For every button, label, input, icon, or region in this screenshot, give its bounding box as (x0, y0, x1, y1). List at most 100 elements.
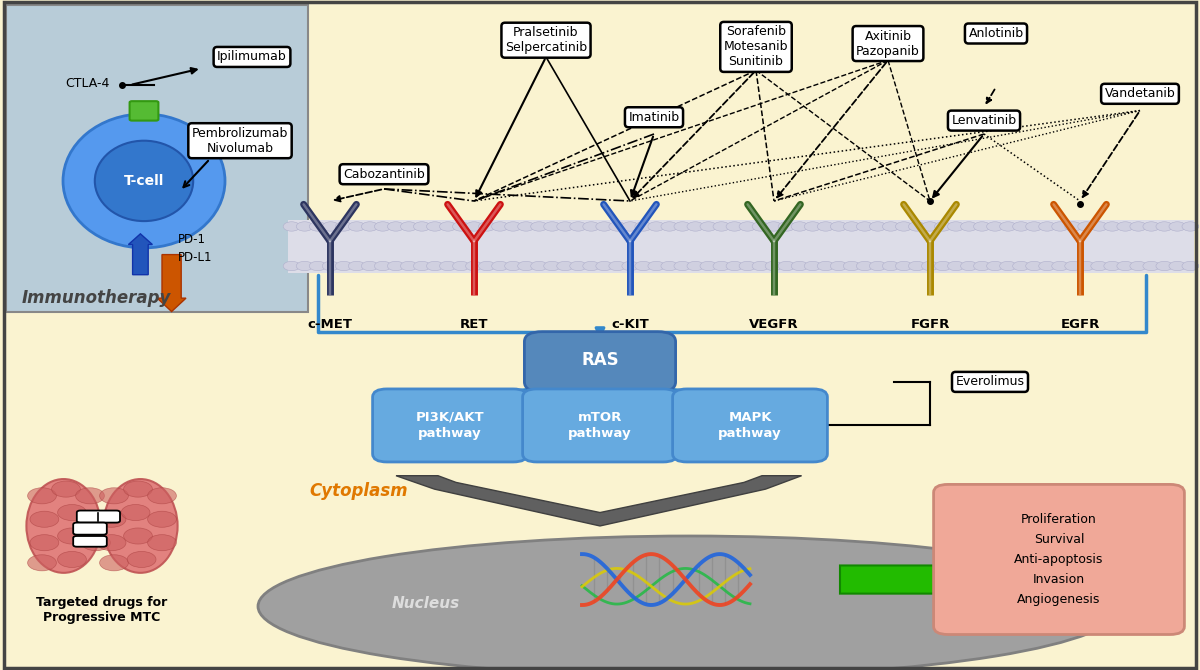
Text: VEGFR: VEGFR (749, 318, 799, 331)
Circle shape (791, 261, 808, 271)
Circle shape (124, 481, 152, 497)
Circle shape (1142, 222, 1159, 231)
Circle shape (648, 261, 665, 271)
Circle shape (361, 261, 378, 271)
Circle shape (283, 261, 300, 271)
Circle shape (335, 222, 352, 231)
Circle shape (752, 261, 769, 271)
Circle shape (739, 222, 756, 231)
Circle shape (1156, 222, 1172, 231)
Circle shape (97, 511, 126, 527)
Circle shape (1078, 222, 1094, 231)
Circle shape (28, 555, 56, 571)
Circle shape (948, 222, 965, 231)
Circle shape (127, 551, 156, 567)
Circle shape (348, 222, 365, 231)
Circle shape (869, 222, 886, 231)
Circle shape (401, 222, 418, 231)
Circle shape (348, 261, 365, 271)
Text: Sorafenib
Motesanib
Sunitinib: Sorafenib Motesanib Sunitinib (724, 25, 788, 68)
Circle shape (1051, 261, 1068, 271)
Text: Anlotinib: Anlotinib (968, 27, 1024, 40)
Circle shape (674, 261, 691, 271)
Circle shape (283, 222, 300, 231)
FancyBboxPatch shape (673, 389, 828, 462)
Text: RET: RET (460, 318, 488, 331)
Circle shape (986, 261, 1003, 271)
Circle shape (557, 222, 574, 231)
Circle shape (82, 535, 110, 551)
Circle shape (58, 505, 86, 521)
Text: Proliferation
Survival
Anti-apoptosis
Invasion
Angiogenesis: Proliferation Survival Anti-apoptosis In… (1014, 513, 1104, 606)
FancyBboxPatch shape (77, 511, 120, 523)
Circle shape (713, 261, 730, 271)
Text: Vandetanib: Vandetanib (1105, 87, 1175, 100)
Circle shape (82, 511, 110, 527)
Circle shape (895, 222, 912, 231)
Circle shape (935, 261, 952, 271)
Circle shape (844, 222, 860, 231)
Circle shape (661, 222, 678, 231)
Circle shape (296, 222, 313, 231)
Text: Everolimus: Everolimus (955, 375, 1025, 389)
Circle shape (726, 222, 743, 231)
Circle shape (960, 222, 977, 231)
Circle shape (739, 261, 756, 271)
Circle shape (148, 535, 176, 551)
Circle shape (388, 261, 404, 271)
FancyArrow shape (128, 234, 152, 275)
Circle shape (583, 222, 600, 231)
Circle shape (922, 222, 938, 231)
Polygon shape (396, 476, 802, 526)
Circle shape (1000, 261, 1016, 271)
Circle shape (58, 551, 86, 567)
Circle shape (766, 261, 782, 271)
Circle shape (844, 261, 860, 271)
Circle shape (596, 222, 613, 231)
Circle shape (1156, 261, 1172, 271)
Text: Immunotherapy: Immunotherapy (22, 289, 170, 307)
Circle shape (922, 261, 938, 271)
Circle shape (1117, 261, 1134, 271)
Circle shape (1064, 261, 1081, 271)
Ellipse shape (95, 141, 193, 221)
Circle shape (700, 222, 716, 231)
Circle shape (778, 222, 794, 231)
Circle shape (58, 528, 86, 544)
Circle shape (804, 222, 821, 231)
Text: Nucleus: Nucleus (392, 596, 460, 610)
FancyBboxPatch shape (934, 484, 1184, 634)
Circle shape (323, 261, 340, 271)
Circle shape (817, 222, 834, 231)
Circle shape (1091, 261, 1108, 271)
Circle shape (1182, 222, 1199, 231)
Circle shape (688, 261, 704, 271)
FancyBboxPatch shape (524, 332, 676, 392)
Circle shape (100, 488, 128, 504)
Circle shape (505, 261, 522, 271)
Circle shape (635, 261, 652, 271)
Circle shape (414, 261, 431, 271)
Circle shape (492, 261, 509, 271)
Circle shape (439, 261, 456, 271)
Circle shape (530, 261, 547, 271)
Text: Cabozantinib: Cabozantinib (343, 168, 425, 181)
Circle shape (1169, 261, 1186, 271)
Circle shape (1142, 261, 1159, 271)
Circle shape (608, 261, 625, 271)
Circle shape (479, 261, 496, 271)
Circle shape (388, 222, 404, 231)
Circle shape (960, 261, 977, 271)
Circle shape (570, 222, 587, 231)
Circle shape (713, 222, 730, 231)
Circle shape (608, 222, 625, 231)
Circle shape (791, 222, 808, 231)
Circle shape (30, 511, 59, 527)
Circle shape (1104, 261, 1121, 271)
Circle shape (452, 222, 469, 231)
Circle shape (1078, 261, 1094, 271)
Circle shape (1039, 261, 1056, 271)
Text: PI3K/AKT
pathway: PI3K/AKT pathway (415, 411, 485, 440)
Text: Cytoplasm: Cytoplasm (310, 482, 408, 500)
FancyBboxPatch shape (73, 523, 107, 535)
